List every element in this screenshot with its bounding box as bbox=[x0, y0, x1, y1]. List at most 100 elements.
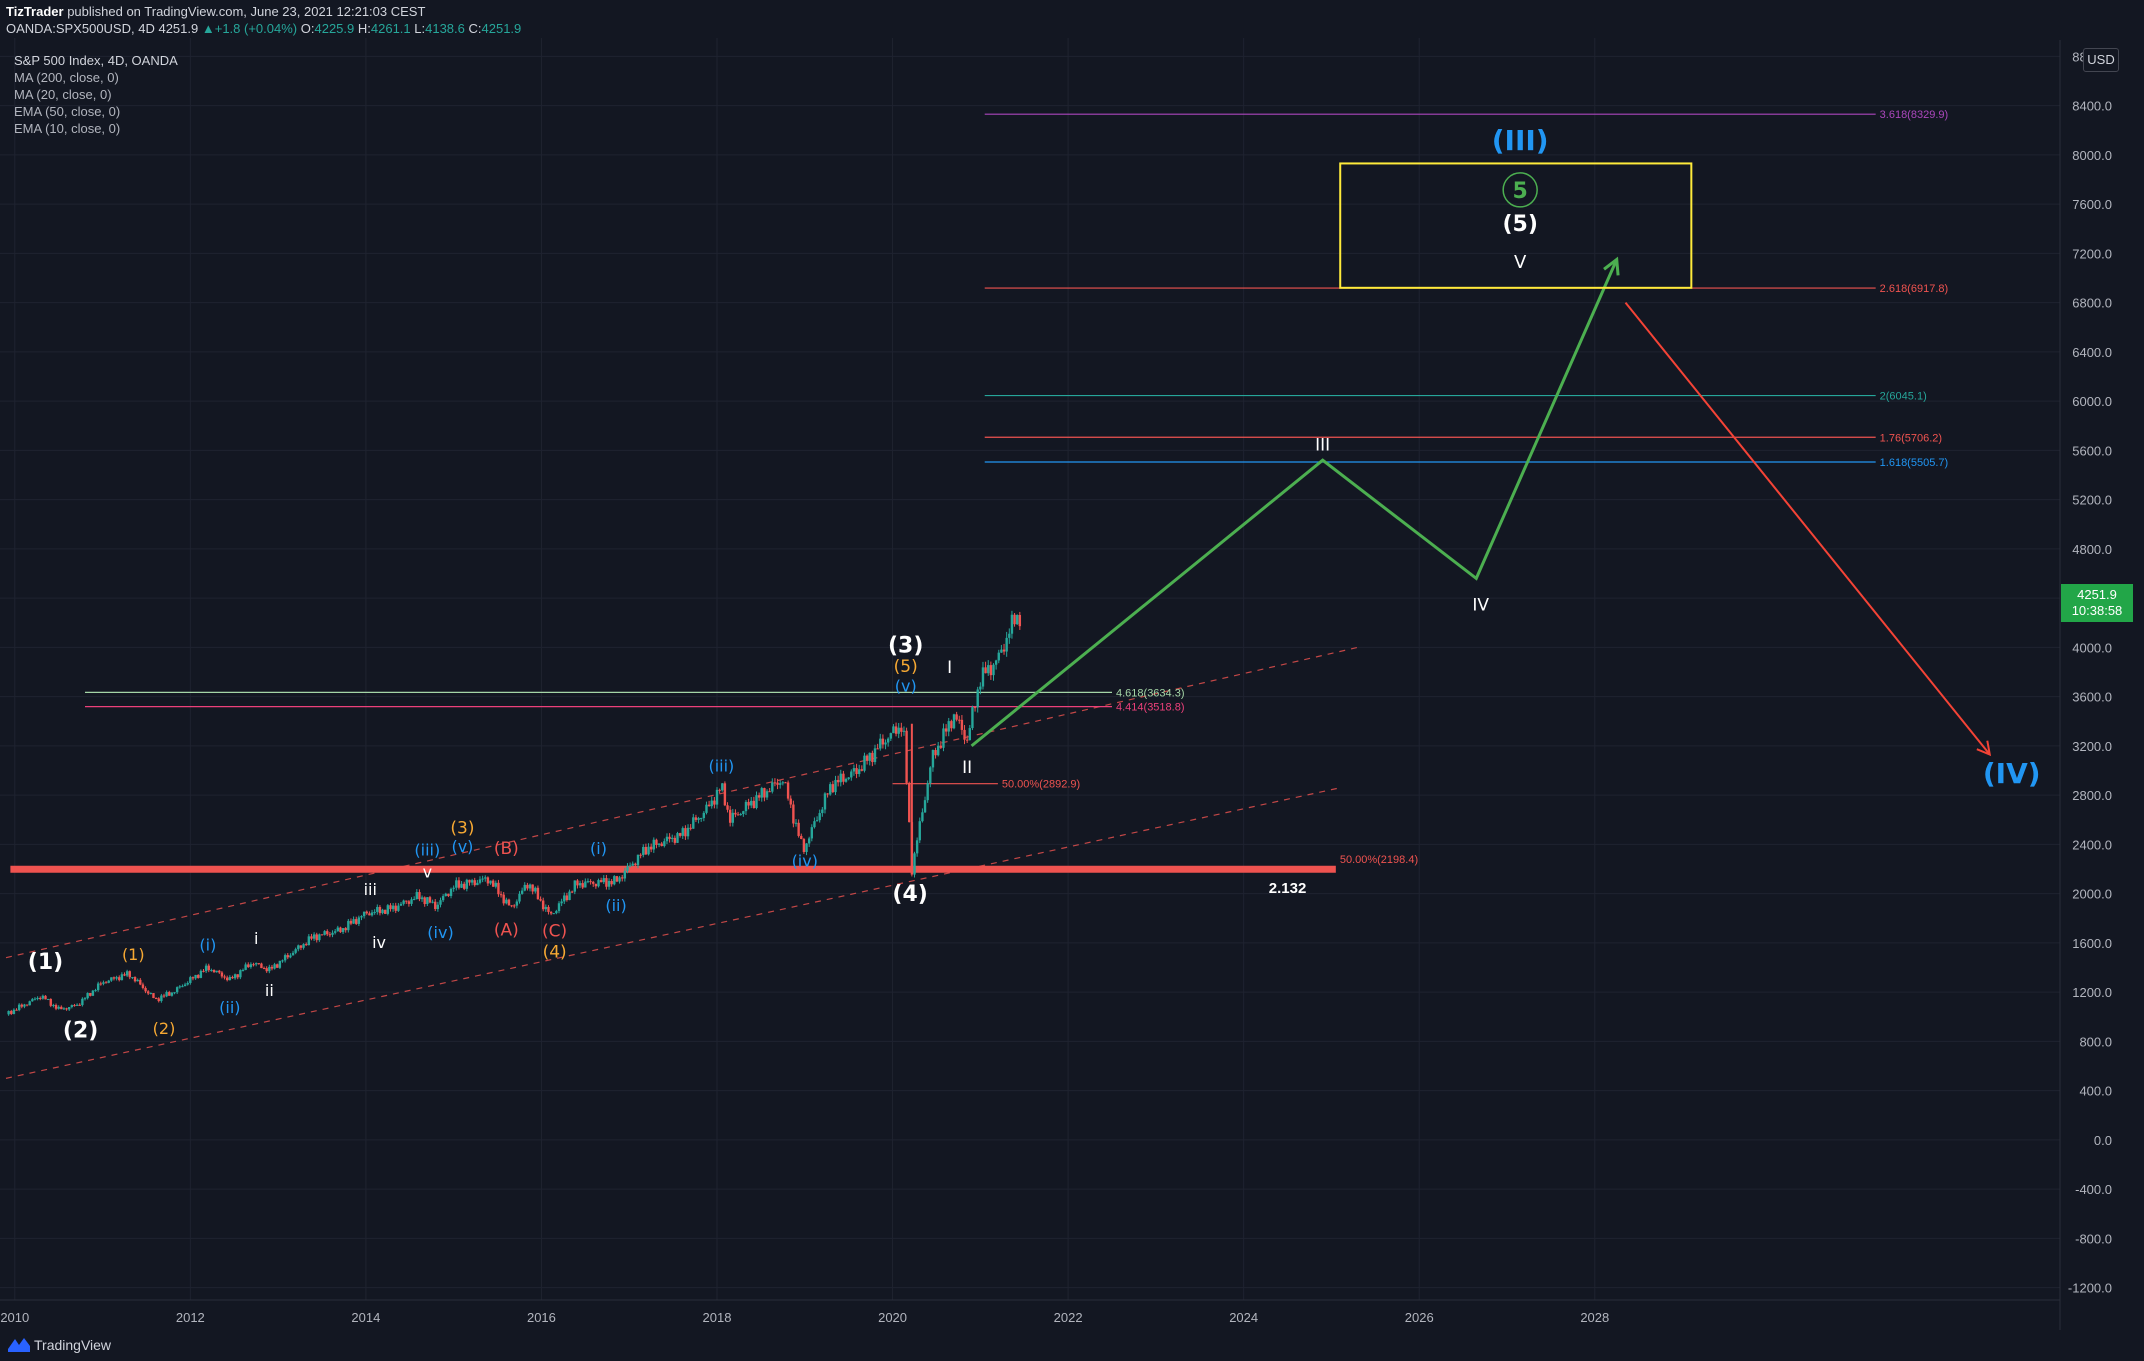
legend-title[interactable]: S&P 500 Index, 4D, OANDA bbox=[14, 53, 178, 68]
candle-body bbox=[950, 721, 953, 729]
candle-body bbox=[755, 795, 758, 808]
currency-button[interactable]: USD bbox=[2083, 48, 2119, 72]
candle-body bbox=[605, 878, 608, 887]
target-box bbox=[1339, 162, 1693, 289]
candle-body bbox=[900, 727, 903, 732]
candle-body bbox=[889, 733, 892, 739]
candle-body bbox=[597, 880, 600, 887]
candle-body bbox=[399, 903, 403, 906]
candle-body bbox=[365, 911, 368, 914]
candle-body bbox=[568, 891, 571, 901]
candle-body bbox=[736, 814, 740, 816]
fib-level-label: 1.76(5706.2) bbox=[1880, 432, 1942, 444]
candle-body bbox=[905, 730, 908, 783]
candle-body bbox=[220, 972, 224, 977]
candle-body bbox=[618, 877, 621, 882]
price-tick-label: 8000.0 bbox=[2072, 148, 2112, 163]
projection-arrowhead bbox=[1603, 256, 1620, 276]
candle-body bbox=[584, 881, 587, 888]
fib-level-label: 3.618(8329.9) bbox=[1880, 109, 1949, 121]
candle-body bbox=[1008, 633, 1011, 638]
wave-label: III bbox=[1315, 435, 1330, 455]
footer-brand[interactable]: TradingView bbox=[34, 1337, 112, 1353]
legend-study-ma200[interactable]: MA (200, close, 0) bbox=[14, 70, 119, 85]
candle-body bbox=[112, 977, 116, 979]
candle-body bbox=[937, 745, 940, 756]
candle-body bbox=[523, 884, 526, 891]
candle-body bbox=[821, 809, 824, 814]
candle-body bbox=[847, 777, 850, 779]
author-name[interactable]: TizTrader bbox=[6, 4, 64, 19]
candle-body bbox=[810, 827, 813, 839]
candle-body bbox=[175, 987, 179, 993]
candle-body bbox=[534, 887, 537, 892]
candle-body bbox=[549, 911, 553, 914]
candle-body bbox=[307, 936, 311, 946]
candle-body bbox=[613, 876, 616, 885]
candle-body bbox=[965, 739, 969, 741]
candle-body bbox=[773, 782, 777, 784]
candle-body bbox=[657, 843, 661, 845]
candle-body bbox=[652, 839, 655, 850]
candle-body bbox=[784, 782, 787, 784]
fib-level-label: 50.00%(2892.9) bbox=[1002, 779, 1080, 791]
wave-label: (3) bbox=[450, 818, 474, 838]
candle-body bbox=[918, 821, 921, 841]
candle-body bbox=[244, 964, 247, 970]
time-tick-label: 2022 bbox=[1054, 1310, 1083, 1325]
candle-body bbox=[723, 783, 727, 806]
candle-body bbox=[644, 846, 648, 855]
candle-body bbox=[655, 839, 658, 845]
candle-body bbox=[721, 783, 724, 791]
candle-body bbox=[305, 944, 308, 946]
candle-body bbox=[297, 945, 300, 950]
candle-body bbox=[871, 752, 874, 763]
candle-body bbox=[194, 974, 197, 979]
candle-body bbox=[478, 879, 482, 883]
time-tick-label: 2012 bbox=[176, 1310, 205, 1325]
close-label: C: bbox=[468, 21, 482, 36]
candle-body bbox=[884, 742, 887, 745]
tradingview-logo-icon[interactable] bbox=[8, 1336, 30, 1352]
candle-body bbox=[154, 998, 158, 1000]
candle-body bbox=[144, 987, 147, 992]
wave-label: v bbox=[423, 863, 432, 882]
wave-label: V bbox=[1514, 252, 1527, 273]
symbol-info[interactable]: OANDA:SPX500USD, 4D bbox=[6, 21, 155, 36]
candle-body bbox=[642, 846, 645, 856]
candle-body bbox=[260, 963, 263, 969]
legend-study-ma20[interactable]: MA (20, close, 0) bbox=[14, 87, 112, 102]
wave-label: (5) bbox=[1502, 212, 1537, 237]
candle-body bbox=[52, 1004, 55, 1006]
candle-body bbox=[357, 917, 361, 924]
candle-body bbox=[697, 818, 700, 820]
candle-body bbox=[165, 992, 168, 997]
candle-body bbox=[892, 726, 895, 734]
candle-body bbox=[700, 818, 703, 820]
legend-study-ema50[interactable]: EMA (50, close, 0) bbox=[14, 104, 121, 119]
candle-body bbox=[931, 749, 935, 768]
candle-body bbox=[62, 1008, 66, 1010]
candle-body bbox=[1016, 615, 1019, 625]
price-change: +1.8 (+0.04%) bbox=[214, 21, 298, 36]
candle-body bbox=[984, 667, 987, 674]
wave-label: (1) bbox=[122, 945, 145, 964]
wave-label: iii bbox=[364, 880, 377, 899]
candle-body bbox=[586, 881, 590, 883]
candle-body bbox=[268, 966, 271, 972]
candle-body bbox=[315, 934, 318, 941]
candle-body bbox=[463, 883, 466, 889]
candle-body bbox=[397, 905, 400, 911]
candle-body bbox=[615, 876, 619, 882]
candle-body bbox=[671, 837, 674, 839]
legend-study-ema10[interactable]: EMA (10, close, 0) bbox=[14, 121, 121, 136]
candle-body bbox=[118, 977, 121, 981]
candle-body bbox=[147, 991, 150, 994]
candle-body bbox=[726, 805, 729, 810]
candle-body bbox=[68, 1007, 71, 1010]
candle-body bbox=[902, 730, 906, 732]
candle-body bbox=[12, 1009, 16, 1014]
candle-body bbox=[491, 880, 495, 887]
candle-body bbox=[752, 800, 756, 808]
